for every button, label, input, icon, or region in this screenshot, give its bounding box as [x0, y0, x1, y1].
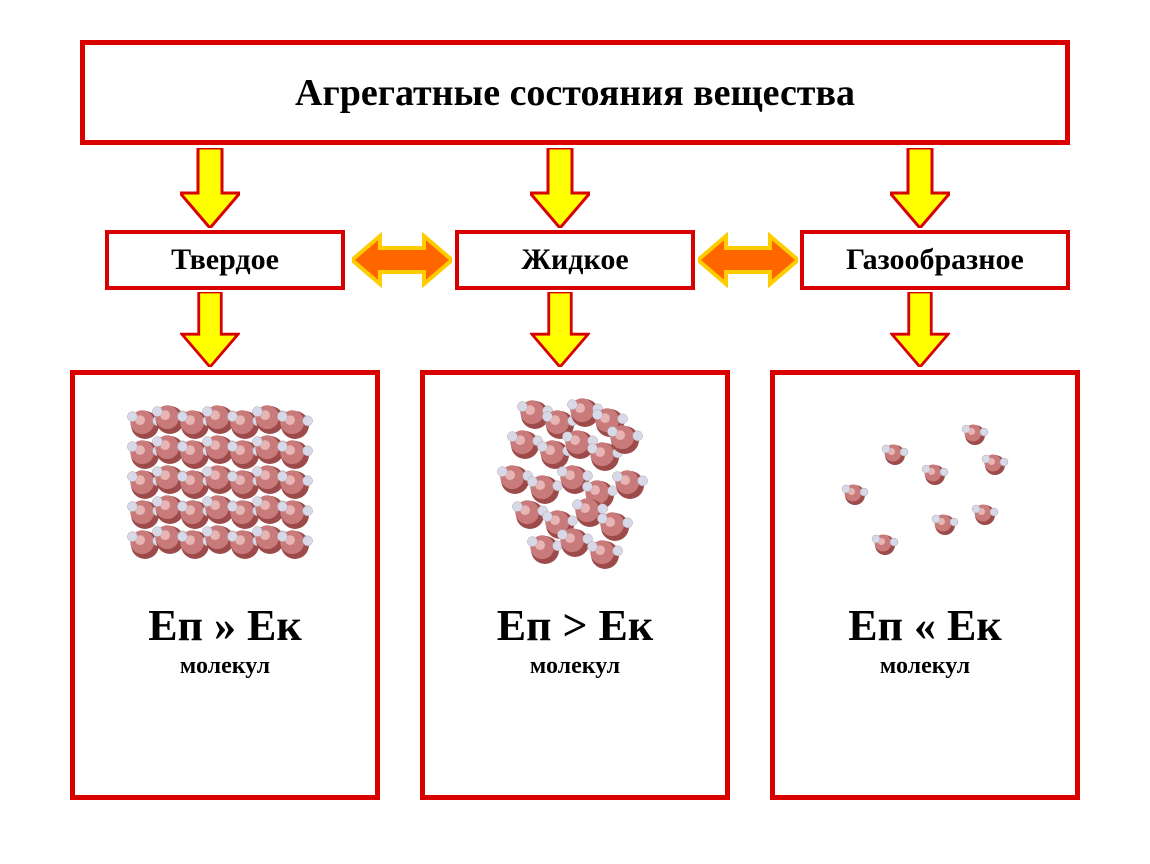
down-arrow-top-3 — [890, 148, 950, 228]
state-label-solid: Твердое — [171, 243, 279, 277]
panel-liquid: Еп > Ек молекул — [420, 370, 730, 800]
sublabel-gas: молекул — [880, 653, 970, 680]
panel-gas: Еп « Ек молекул — [770, 370, 1080, 800]
h-arrow-2 — [698, 232, 798, 288]
formula-gas: Еп « Ек — [848, 600, 1001, 651]
state-label-gas: Газообразное — [846, 243, 1024, 277]
down-arrow-top-1 — [180, 148, 240, 228]
formula-liquid: Еп > Ек — [497, 600, 653, 651]
title-box: Агрегатные состояния вещества — [80, 40, 1070, 145]
molecules-liquid — [475, 395, 675, 575]
molecules-solid — [125, 395, 325, 575]
sublabel-liquid: молекул — [530, 653, 620, 680]
state-box-solid: Твердое — [105, 230, 345, 290]
down-arrow-top-2 — [530, 148, 590, 228]
title-text: Агрегатные состояния вещества — [295, 71, 855, 115]
h-arrow-1 — [352, 232, 452, 288]
molecules-gas — [825, 395, 1025, 575]
formula-solid: Еп » Ек — [148, 600, 301, 651]
state-box-liquid: Жидкое — [455, 230, 695, 290]
down-arrow-mid-1 — [180, 292, 240, 367]
state-box-gas: Газообразное — [800, 230, 1070, 290]
sublabel-solid: молекул — [180, 653, 270, 680]
panel-solid: Еп » Ек молекул — [70, 370, 380, 800]
down-arrow-mid-3 — [890, 292, 950, 367]
state-label-liquid: Жидкое — [521, 243, 628, 277]
down-arrow-mid-2 — [530, 292, 590, 367]
